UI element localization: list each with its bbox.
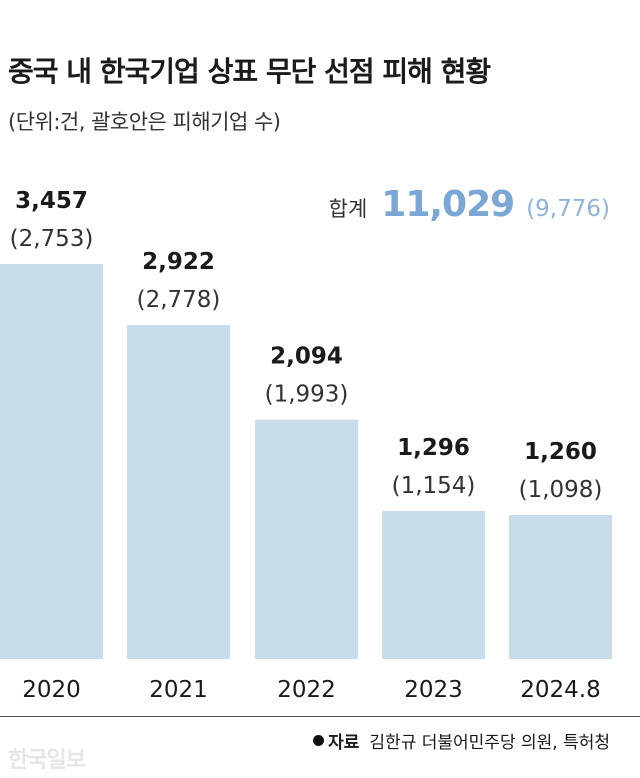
category-label-2021: 2021 [149,677,208,703]
category-label-2024.8: 2024.8 [520,677,600,703]
value-label-2022: 2,094 [270,344,343,370]
total-secondary: (9,776) [526,196,610,222]
total-label: 합계 [328,197,368,221]
category-label-2022: 2022 [277,677,336,703]
source-note: 자료 김한규 더불어민주당 의원, 특허청 [313,728,610,753]
value-label-2023: 1,296 [397,435,470,461]
bar-2024.8 [509,515,612,659]
secondary-label-2023: (1,154) [392,473,476,499]
secondary-label-2021: (2,778) [137,287,221,313]
total-value: 11,029 [381,184,515,225]
bullet-icon [313,735,325,746]
secondary-label-2022: (1,993) [265,382,349,408]
value-label-2024.8: 1,260 [524,439,597,465]
chart-subtitle: (단위:건, 괄호안은 피해기업 수) [8,110,281,134]
value-label-2020: 3,457 [15,188,88,214]
watermark-logo: 한국일보 [8,748,86,773]
secondary-label-2024.8: (1,098) [519,477,603,503]
value-label-2021: 2,922 [142,249,215,275]
total-summary: 합계 11,029 (9,776) [329,184,610,225]
chart-title: 중국 내 한국기업 상표 무단 선점 피해 현황 [8,55,491,88]
category-label-2023: 2023 [404,677,463,703]
divider [0,716,640,717]
secondary-label-2020: (2,753) [10,226,94,252]
bar-2022 [255,419,358,659]
bar-2020 [0,264,103,659]
bar-2023 [382,510,485,659]
category-label-2020: 2020 [22,677,81,703]
source-label: 자료 [328,733,360,753]
bar-chart: 3,457 (2,753) 2020 2,922 (2,778) 2021 2,094 (1,… [0,188,612,703]
source-text: 김한규 더불어민주당 의원, 특허청 [369,733,610,753]
bar-2021 [127,325,230,659]
